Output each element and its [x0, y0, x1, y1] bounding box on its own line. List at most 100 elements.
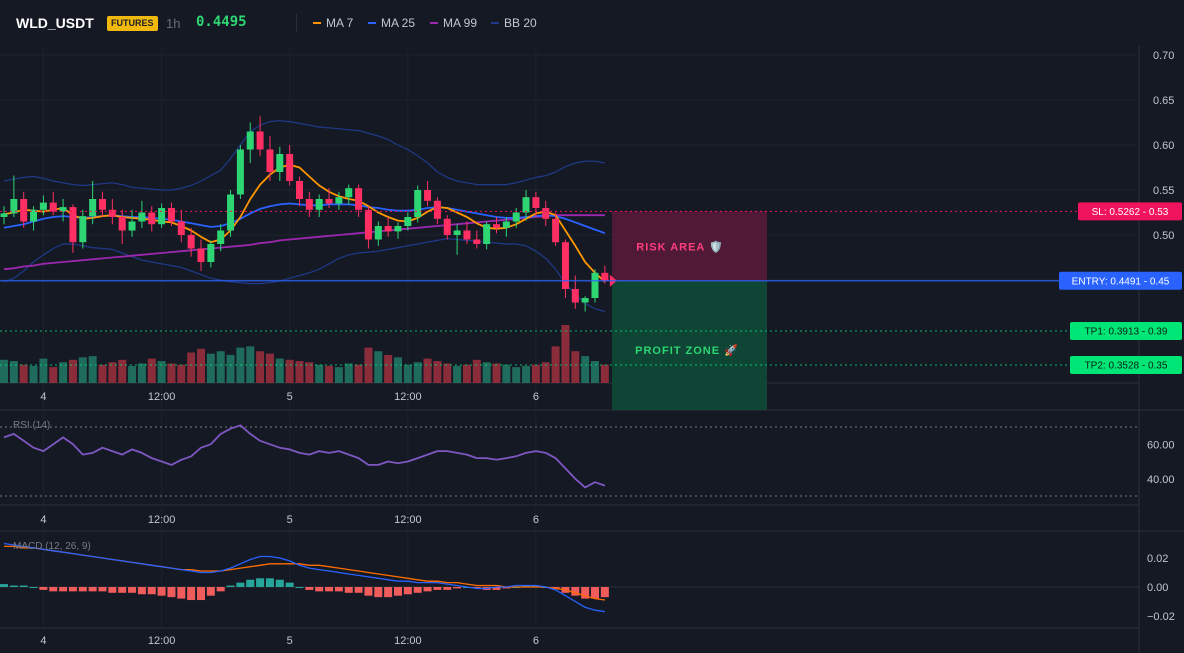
- tp2-tag-text: TP2: 0.3528 - 0.35: [1085, 361, 1168, 372]
- time-axis[interactable]: 4 12:00 5 12:00 6 4 12:00 5 12:00 6 4 12:00 5 12:00 6: [40, 391, 539, 647]
- candle-body: [10, 199, 18, 214]
- candle-body: [552, 218, 560, 243]
- volume-bar: [256, 351, 265, 383]
- legend-bb20[interactable]: BB 20: [491, 16, 537, 30]
- sl-tag-text: SL: 0.5262 - 0.53: [1092, 207, 1169, 218]
- pane-borders: [0, 46, 1184, 653]
- legend-ma99-label: MA 99: [443, 16, 478, 30]
- interval-selector[interactable]: 1h: [166, 16, 181, 31]
- volume-bar: [403, 364, 412, 383]
- candle-body: [148, 212, 156, 225]
- candle-body: [158, 208, 166, 225]
- macd-hist-bar: [68, 587, 77, 592]
- entry-tag-bg: [1059, 271, 1182, 290]
- last-price: 0.4495: [196, 14, 247, 30]
- candle-body: [522, 197, 530, 213]
- macd-hist-bar: [334, 587, 343, 592]
- macd-hist-bar: [551, 587, 560, 589]
- ma99-line: [3, 214, 605, 271]
- volume-bar: [413, 362, 422, 383]
- macd-hist-bar: [502, 587, 511, 589]
- time-tick-label: 6: [533, 635, 539, 647]
- volume-bar: [492, 363, 501, 383]
- volume-bar: [482, 362, 491, 383]
- volume-bar: [118, 359, 127, 383]
- macd-hist-bar: [522, 585, 531, 587]
- legend-ma25[interactable]: MA 25: [368, 16, 415, 30]
- volume-bar: [206, 353, 215, 383]
- candle-body: [187, 235, 195, 249]
- macd-hist-bar: [157, 587, 166, 596]
- volume-bar: [29, 365, 38, 383]
- signal-line: [4, 545, 605, 601]
- trade-zones: RISK AREA 🛡️ PROFIT ZONE 🚀: [612, 211, 767, 410]
- entry-tag-text: ENTRY: 0.4491 - 0.45: [1072, 276, 1170, 287]
- candle-body: [512, 212, 520, 222]
- volume-bar: [315, 364, 324, 383]
- candle-body: [59, 207, 67, 212]
- candle-body: [591, 272, 599, 298]
- macd-hist-bar: [384, 587, 393, 598]
- volume-bar: [453, 365, 462, 383]
- macd-tick-label: −0.02: [1147, 611, 1175, 623]
- volume-bar: [88, 356, 97, 383]
- candle-body: [443, 218, 451, 235]
- volume-bar: [226, 354, 235, 383]
- volume-bar: [531, 364, 540, 383]
- moving-averages: [3, 163, 606, 283]
- risk-zone: [612, 211, 767, 281]
- candle-body: [394, 226, 402, 232]
- volume-bar: [285, 359, 294, 383]
- rsi-title: RSI (14): [13, 420, 50, 431]
- sl-tag-bg: [1078, 202, 1182, 221]
- time-tick-label: 12:00: [148, 514, 176, 526]
- trade-levels: [0, 210, 1139, 366]
- ma99-swatch: [430, 22, 438, 24]
- macd-hist-bar: [581, 587, 590, 599]
- macd-hist-bar: [108, 587, 117, 593]
- time-tick-label: 4: [40, 635, 46, 647]
- candle-body: [128, 221, 136, 231]
- candle-body: [49, 202, 57, 212]
- macd-hist-bar: [147, 587, 156, 595]
- macd-hist-bar: [413, 587, 422, 593]
- chart-header: WLD_USDT FUTURES 1h 0.4495 MA 7 MA 25 MA…: [0, 0, 1184, 46]
- volume-bar: [295, 361, 304, 383]
- candle-body: [601, 272, 609, 281]
- macd-hist-bar: [19, 585, 28, 587]
- volume-bar: [68, 359, 77, 383]
- candle-body: [345, 188, 353, 198]
- macd-hist-bar: [295, 587, 304, 588]
- tp2-tag-bg: [1070, 356, 1182, 374]
- candlesticks[interactable]: [0, 116, 617, 312]
- legend-ma25-label: MA 25: [381, 16, 416, 30]
- candle-body: [561, 242, 569, 289]
- macd-hist-bar: [403, 587, 412, 595]
- macd-hist-bar: [344, 587, 353, 593]
- candle-body: [325, 199, 333, 204]
- candle-body: [404, 217, 412, 226]
- macd-hist-bar: [285, 582, 294, 587]
- volume-bar: [167, 363, 176, 383]
- price-tick-label: 0.65: [1153, 95, 1174, 107]
- macd-hist-bar: [256, 578, 265, 587]
- volume-bar: [137, 363, 146, 383]
- macd-hist-bar: [531, 585, 540, 587]
- macd-hist-bar: [39, 587, 48, 590]
- price-axis[interactable]: 0.700.650.600.550.500.45: [1153, 50, 1174, 287]
- candle-body: [286, 154, 294, 181]
- candle-body: [473, 239, 481, 244]
- symbol-title[interactable]: WLD_USDT: [16, 15, 94, 31]
- legend-ma99[interactable]: MA 99: [430, 16, 477, 30]
- legend-ma7-label: MA 7: [326, 16, 354, 30]
- macd-line: [3, 542, 605, 613]
- tp1-tag-bg: [1070, 322, 1182, 340]
- macd-hist-bar: [315, 587, 324, 592]
- macd-pane: MACD (12, 26, 9) 0.02 0.00 −0.02: [0, 541, 1175, 623]
- macd-hist-bar: [423, 587, 432, 592]
- volume-bar: [600, 364, 609, 383]
- macd-hist-bar: [29, 587, 38, 588]
- time-tick-label: 6: [533, 514, 539, 526]
- legend-ma7[interactable]: MA 7: [313, 16, 353, 30]
